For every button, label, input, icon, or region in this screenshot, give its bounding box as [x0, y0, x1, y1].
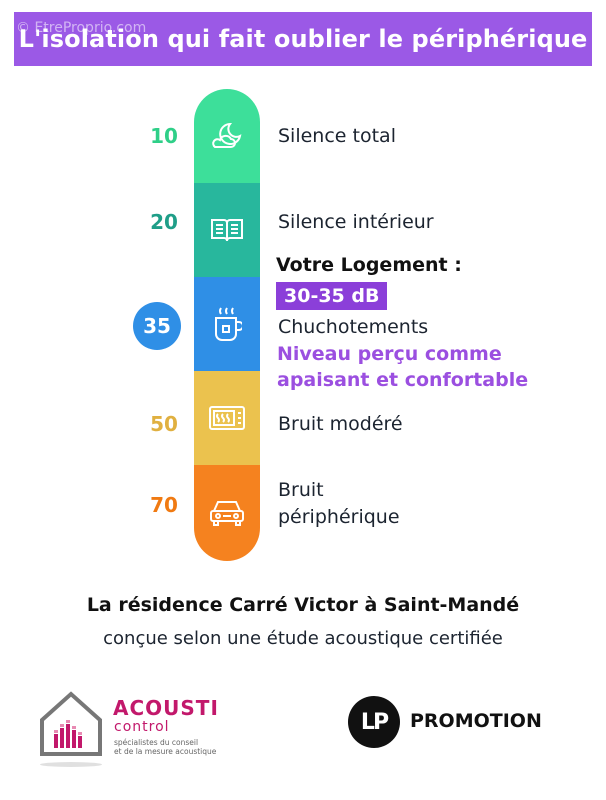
- page-title: L'isolation qui fait oublier le périphér…: [18, 25, 588, 53]
- acousti-house-logo: [36, 690, 106, 758]
- scale-segment-10: [194, 89, 260, 183]
- level-value-50: 50: [150, 412, 178, 436]
- title-banner: L'isolation qui fait oublier le périphér…: [14, 12, 592, 66]
- watermark: © EtreProprio.com: [16, 20, 147, 36]
- decibel-scale-bar: [194, 89, 260, 561]
- level-value-70: 70: [150, 493, 178, 517]
- acousti-tagline-1: spécialistes du conseil: [114, 738, 199, 747]
- perception-line-2: apaisant et confortable: [277, 369, 529, 391]
- db-range-badge: 30-35 dB: [276, 282, 388, 310]
- scale-segment-50: [194, 371, 260, 465]
- acousti-tagline: spécialistes du conseil et de la mesure …: [114, 738, 224, 756]
- acousti-brand-sub: control: [114, 719, 170, 735]
- votre-logement-heading: Votre Logement :: [276, 254, 462, 276]
- scale-segment-20: [194, 183, 260, 277]
- microwave-icon: [208, 404, 246, 432]
- lp-logo-mark: LP: [348, 696, 400, 748]
- residence-title: La résidence Carré Victor à Saint-Mandé: [86, 594, 520, 616]
- acousti-brand-name: ACOUSTI: [113, 696, 219, 720]
- open-book-icon: [209, 215, 245, 245]
- level-value-20: 20: [150, 210, 178, 234]
- hot-cup-icon: [212, 306, 242, 342]
- scale-segment-35: [194, 277, 260, 371]
- level-label-20: Silence intérieur: [278, 211, 434, 233]
- car-icon: [208, 497, 246, 529]
- lp-promotion-text: PROMOTION: [410, 710, 542, 732]
- level-value-10: 10: [150, 124, 178, 148]
- level-label-70-line2: périphérique: [278, 506, 400, 528]
- level-label-10: Silence total: [278, 125, 396, 147]
- acousti-tagline-2: et de la mesure acoustique: [114, 747, 217, 756]
- residence-subtitle: conçue selon une étude acoustique certif…: [103, 628, 503, 649]
- level-label-35: Chuchotements: [278, 316, 429, 338]
- level-value-35: 35: [133, 302, 181, 350]
- perception-line-1: Niveau perçu comme: [277, 343, 502, 365]
- moon-cloud-icon: [210, 119, 244, 153]
- logo-shadow: [40, 762, 102, 767]
- level-label-70-line1: Bruit: [278, 479, 324, 501]
- perception-text: Niveau perçu comme apaisant et confortab…: [277, 341, 528, 393]
- level-label-50: Bruit modéré: [278, 413, 403, 435]
- scale-segment-70: [194, 465, 260, 561]
